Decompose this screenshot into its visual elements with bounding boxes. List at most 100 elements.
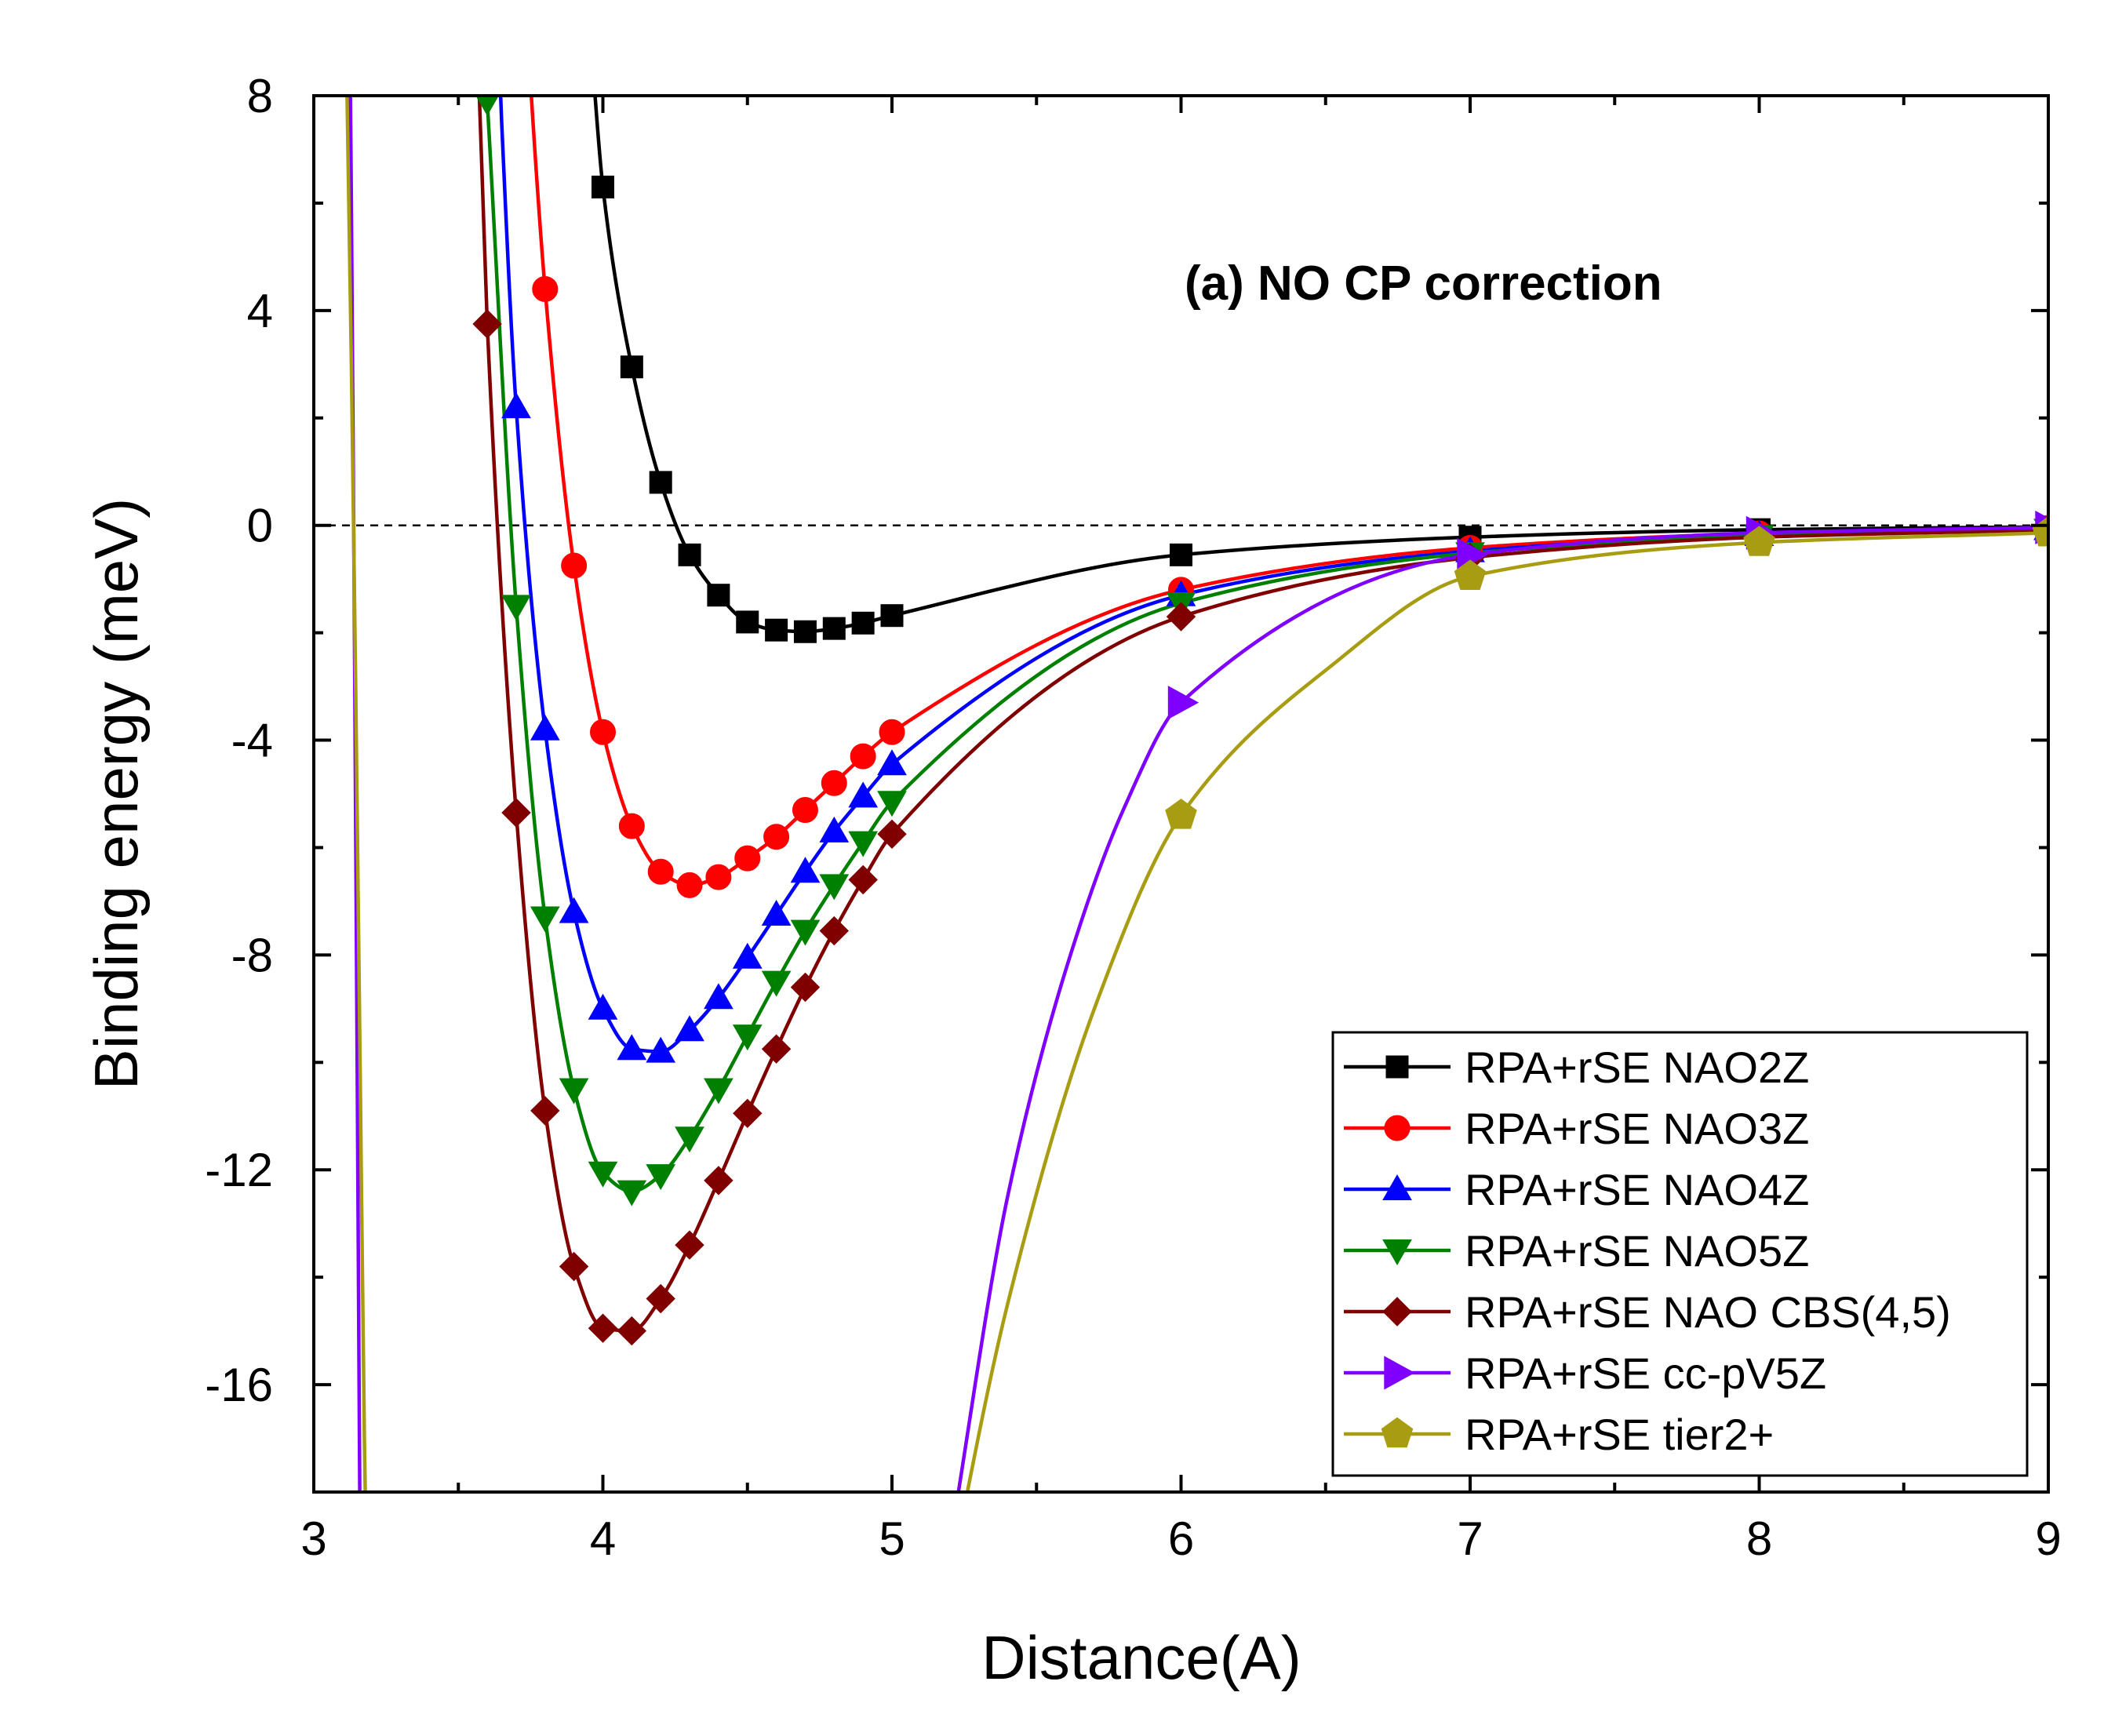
data-point-rpa-rse-nao-cbs-4-5 — [790, 972, 821, 1003]
data-point-rpa-rse-nao2z — [1170, 543, 1192, 566]
legend-label: RPA+rSE tier2+ — [1465, 1410, 1774, 1459]
legend-label: RPA+rSE NAO3Z — [1465, 1104, 1809, 1153]
y-tick-label: 4 — [247, 285, 273, 337]
data-point-rpa-rse-nao5z — [530, 906, 560, 933]
y-tick-label: -8 — [231, 929, 273, 981]
x-tick-label: 7 — [1457, 1512, 1483, 1565]
data-point-rpa-rse-tier2 — [1454, 559, 1487, 590]
data-point-rpa-rse-nao5z — [761, 970, 792, 997]
data-point-rpa-rse-nao5z — [475, 96, 499, 116]
data-point-rpa-rse-nao5z — [732, 1024, 763, 1051]
y-tick-label: -12 — [205, 1144, 273, 1196]
data-point-rpa-rse-nao4z — [617, 1034, 647, 1061]
legend-swatch-marker — [1381, 1417, 1414, 1448]
data-point-rpa-rse-nao4z — [559, 897, 589, 923]
data-point-rpa-rse-nao5z — [675, 1126, 704, 1153]
data-point-rpa-rse-nao5z — [790, 919, 821, 946]
data-point-rpa-rse-nao5z — [848, 831, 879, 857]
data-point-rpa-rse-nao4z — [704, 983, 733, 1010]
legend-entry-rpa-rse-nao2z: RPA+rSE NAO2Z — [1344, 1043, 1809, 1092]
legend-label: RPA+rSE NAO4Z — [1465, 1165, 1809, 1214]
x-tick-label: 3 — [300, 1512, 326, 1565]
data-point-rpa-rse-nao-cbs-4-5 — [617, 1316, 647, 1346]
data-point-rpa-rse-nao2z — [620, 355, 643, 379]
data-point-rpa-rse-nao2z — [592, 175, 614, 198]
data-point-rpa-rse-nao3z — [561, 552, 588, 579]
data-point-rpa-rse-nao4z — [819, 816, 850, 843]
x-tick-label: 4 — [590, 1512, 616, 1565]
data-point-rpa-rse-nao3z — [532, 275, 559, 302]
data-point-rpa-rse-nao4z — [848, 781, 879, 808]
data-point-rpa-rse-nao5z — [588, 1161, 618, 1188]
data-point-rpa-rse-nao2z — [822, 617, 846, 640]
data-point-rpa-rse-nao3z — [792, 797, 818, 824]
series-line-rpa-rse-nao4z — [498, 96, 2048, 1054]
data-point-rpa-rse-nao3z — [647, 858, 674, 885]
data-point-rpa-rse-nao2z — [736, 610, 759, 634]
y-tick-label: -4 — [231, 715, 273, 767]
axis-ticks — [312, 94, 2050, 1492]
legend-swatch-marker — [1385, 1055, 1409, 1079]
annotation-label: (a) NO CP correction — [1185, 257, 1662, 311]
data-point-rpa-rse-nao5z — [704, 1078, 733, 1105]
data-point-rpa-rse-nao-cbs-4-5 — [646, 1283, 675, 1314]
data-point-rpa-rse-nao2z — [649, 471, 672, 494]
data-point-rpa-rse-nao4z — [675, 1015, 704, 1042]
legend-entry-rpa-rse-nao-cbs-4-5: RPA+rSE NAO CBS(4,5) — [1344, 1287, 1951, 1337]
data-point-rpa-rse-nao4z — [588, 993, 618, 1020]
x-tick-label: 8 — [1746, 1512, 1772, 1565]
legend-box — [1331, 1031, 2029, 1477]
data-point-rpa-rse-nao3z — [879, 719, 905, 745]
data-point-rpa-rse-nao2z — [793, 620, 817, 643]
legend-swatch-marker — [1382, 1174, 1412, 1200]
data-point-rpa-rse-nao5z — [559, 1078, 589, 1105]
data-point-rpa-rse-nao3z — [821, 770, 847, 796]
data-point-rpa-rse-tier2 — [1743, 526, 1775, 556]
data-point-rpa-rse-nao3z — [734, 845, 761, 872]
data-point-rpa-rse-nao3z — [705, 864, 732, 890]
data-point-rpa-rse-nao2z — [880, 604, 904, 628]
data-point-rpa-rse-nao3z — [763, 824, 790, 850]
data-point-rpa-rse-nao5z — [877, 791, 907, 817]
data-point-rpa-rse-nao-cbs-4-5 — [501, 798, 531, 828]
data-point-rpa-rse-nao-cbs-4-5 — [675, 1230, 704, 1260]
data-point-rpa-rse-nao-cbs-4-5 — [733, 1098, 763, 1129]
data-point-rpa-rse-nao-cbs-4-5 — [704, 1166, 733, 1196]
y-tick-label: 0 — [247, 500, 273, 552]
legend-label: RPA+rSE cc-pV5Z — [1465, 1348, 1826, 1398]
data-point-rpa-rse-nao4z — [732, 942, 763, 969]
data-point-rpa-rse-nao4z — [501, 392, 531, 419]
tick-labels: 3 4 5 6 7 8 9 8 4 0 -4 -8 -12 -16 — [205, 70, 2061, 1565]
x-tick-label: 5 — [879, 1512, 905, 1565]
legend-entry-rpa-rse-nao4z: RPA+rSE NAO4Z — [1344, 1165, 1809, 1214]
data-point-rpa-rse-nao2z — [678, 543, 701, 566]
x-axis-title: Distance(A) — [981, 1623, 1301, 1692]
data-point-rpa-rse-nao-cbs-4-5 — [819, 915, 850, 946]
data-point-rpa-rse-nao3z — [590, 719, 616, 745]
data-point-rpa-rse-nao3z — [618, 813, 645, 839]
legend-swatch-marker — [1382, 1239, 1412, 1266]
data-point-rpa-rse-nao4z — [530, 714, 560, 741]
data-point-rpa-rse-nao3z — [850, 743, 876, 770]
legend: RPA+rSE NAO2Z RPA+rSE NAO3Z RPA+rSE NAO4Z R… — [1331, 1031, 2029, 1477]
data-point-rpa-rse-nao2z — [707, 584, 730, 607]
data-point-rpa-rse-nao-cbs-4-5 — [877, 819, 907, 850]
x-tick-label: 9 — [2035, 1512, 2061, 1565]
legend-label: RPA+rSE NAO2Z — [1465, 1043, 1809, 1092]
legend-swatch-marker — [1384, 1115, 1411, 1141]
data-point-rpa-rse-nao5z — [819, 874, 850, 901]
series-line-rpa-rse-tier2 — [345, 96, 367, 1492]
data-point-rpa-rse-nao-cbs-4-5 — [1166, 602, 1196, 631]
data-point-rpa-rse-cc-pv5z — [1167, 686, 1199, 720]
x-tick-label: 6 — [1168, 1512, 1194, 1565]
data-point-rpa-rse-nao-cbs-4-5 — [588, 1313, 618, 1343]
y-tick-label: -16 — [205, 1359, 273, 1411]
data-point-rpa-rse-nao-cbs-4-5 — [530, 1096, 560, 1126]
legend-swatch-marker — [1384, 1356, 1415, 1390]
data-point-rpa-rse-nao-cbs-4-5 — [472, 309, 502, 339]
legend-entry-rpa-rse-nao3z: RPA+rSE NAO3Z — [1344, 1104, 1809, 1153]
data-point-rpa-rse-nao4z — [761, 899, 792, 926]
data-point-rpa-rse-tier2 — [1165, 799, 1197, 829]
series-line-rpa-rse-tier2-1 — [965, 531, 2048, 1492]
